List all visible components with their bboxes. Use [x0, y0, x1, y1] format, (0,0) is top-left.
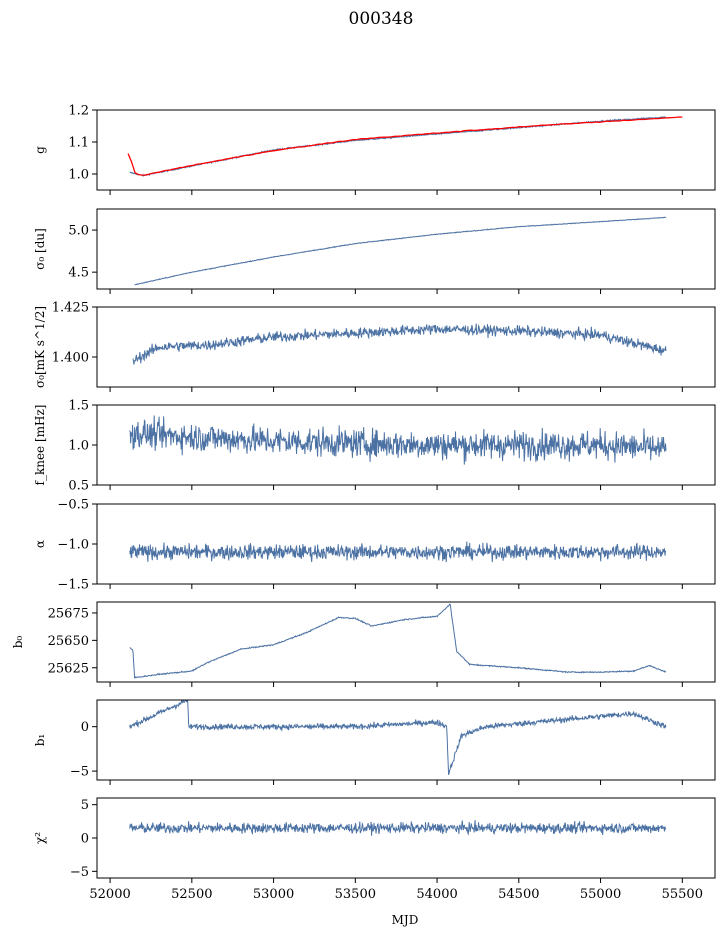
series-sigma0-temp — [132, 323, 667, 365]
panel-4: −1.5 −1.0 −0.5 α — [33, 498, 716, 593]
y-tick-label: 0 — [81, 720, 89, 735]
axes-frame — [96, 601, 716, 683]
y-tick-label: 25625 — [48, 661, 89, 676]
x-tick-label: 54500 — [498, 887, 539, 902]
series-sigma0 — [134, 216, 667, 286]
y-tick-label: 25675 — [48, 606, 89, 621]
x-tick-label: 55500 — [662, 887, 703, 902]
series-g — [129, 116, 667, 177]
y-tick-label: 0.5 — [68, 479, 89, 494]
axes-frame — [96, 699, 716, 781]
axes-frame — [96, 503, 716, 585]
y-tick-label: 5.0 — [68, 224, 89, 239]
panel-7: −5 0 5 52000 52500 53000 53500 54000 54500 55000 5… — [33, 797, 716, 902]
y-tick-label: −5 — [70, 765, 89, 780]
x-tick-label: 53500 — [335, 887, 376, 902]
y-axis-label: σ₀ [du] — [33, 228, 47, 270]
y-axis-label: α — [33, 540, 47, 548]
x-tick-label: 55000 — [580, 887, 621, 902]
y-tick-label: 1.400 — [52, 351, 89, 366]
panel-1: 4.5 5.0 σ₀ [du] — [33, 208, 716, 294]
x-tick-label: 52500 — [171, 887, 212, 902]
y-tick-label: 1.2 — [68, 104, 89, 119]
y-axis-label: b₀ — [11, 636, 25, 649]
series-b0 — [129, 603, 667, 679]
y-axis-label: b₁ — [33, 734, 47, 747]
panel-0: 1.0 1.1 1.2 g — [33, 104, 716, 195]
series-chi2 — [129, 820, 667, 836]
series-alpha — [129, 541, 667, 563]
panel-3: 0.5 1.0 1.5 f_knee [mHz] — [33, 399, 716, 494]
y-axis-label: χ² — [33, 832, 47, 844]
x-tick-label: 53000 — [253, 887, 294, 902]
y-tick-label: −1.0 — [57, 538, 89, 553]
y-tick-label: 1.1 — [68, 136, 89, 151]
y-axis-label: f_knee [mHz] — [33, 405, 47, 486]
series-g-fit — [127, 116, 683, 176]
y-tick-label: 0 — [81, 832, 89, 847]
figure-title: 000348 — [349, 9, 414, 29]
series-b1 — [129, 700, 667, 775]
axes-frame — [96, 306, 716, 388]
y-tick-label: 1.425 — [52, 301, 89, 316]
panel-2: 1.400 1.425 σ₀[mK s^1/2] — [33, 301, 716, 392]
y-tick-label: 4.5 — [68, 266, 89, 281]
x-tick-label: 52000 — [89, 887, 130, 902]
y-tick-label: 5 — [81, 798, 89, 813]
series-fknee — [129, 415, 667, 465]
axes-frame — [96, 797, 716, 879]
x-axis-label: MJD — [392, 913, 419, 927]
y-tick-label: 25650 — [48, 634, 89, 649]
panel-5: 25625 25650 25675 b₀ — [11, 601, 716, 687]
y-tick-label: −0.5 — [57, 498, 89, 513]
axes-frame — [96, 208, 716, 290]
y-axis-label: σ₀[mK s^1/2] — [33, 306, 47, 388]
y-tick-label: 1.0 — [68, 168, 89, 183]
panel-6: −5 0 b₁ — [33, 699, 716, 785]
y-axis-label: g — [33, 146, 47, 154]
y-tick-label: 1.0 — [68, 439, 89, 454]
y-tick-label: −1.5 — [57, 578, 89, 593]
y-tick-label: 1.5 — [68, 399, 89, 414]
x-tick-label: 54000 — [416, 887, 457, 902]
axes-frame — [96, 109, 716, 191]
y-tick-label: −5 — [70, 865, 89, 880]
